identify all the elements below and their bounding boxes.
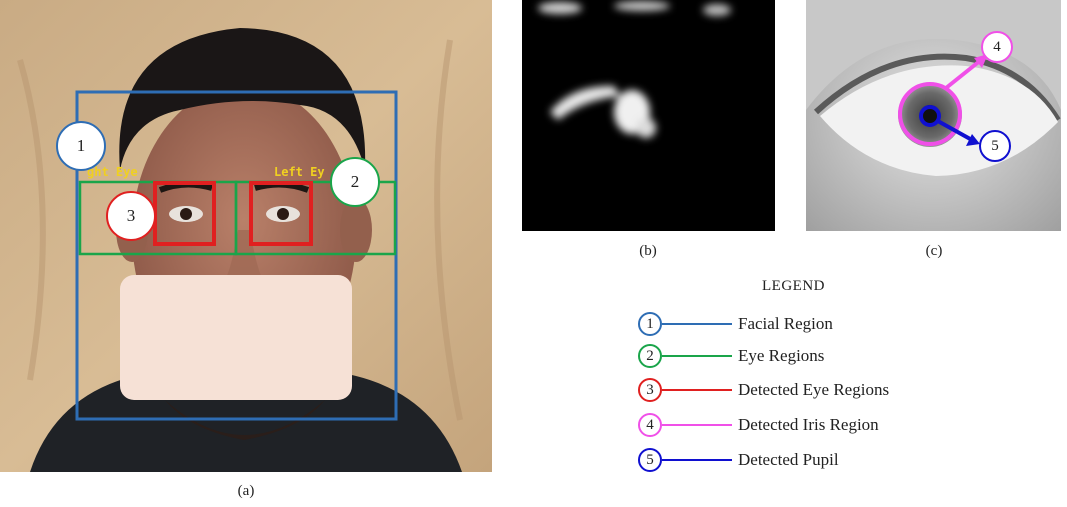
face-photo-panel: ght Eye Left Ey 1 2 3 (0, 0, 492, 472)
legend-label: Eye Regions (738, 346, 825, 365)
legend-label: Facial Region (738, 314, 833, 333)
legend-line (662, 355, 732, 357)
legend-label: Detected Pupil (738, 450, 839, 469)
caption-c: (c) (925, 243, 943, 259)
left-eye-label: Left Ey (274, 165, 325, 179)
legend-line (662, 459, 732, 461)
iris-panel: 4 5 (806, 0, 1061, 231)
callout-4: 4 (981, 31, 1013, 63)
callout-3: 3 (106, 191, 156, 241)
legend-item-detected-eye-regions: 3 Detected Eye Regions (638, 378, 968, 404)
legend-item-detected-iris-region: 4 Detected Iris Region (638, 413, 968, 439)
callout-5: 5 (979, 130, 1011, 162)
callout-2: 2 (330, 157, 380, 207)
iris-image (806, 0, 1061, 231)
callout-1: 1 (56, 121, 106, 171)
binary-map-panel (522, 0, 775, 231)
legend-title: LEGEND (762, 278, 825, 294)
legend-item-eye-regions: 2 Eye Regions (638, 344, 968, 370)
legend-line (662, 389, 732, 391)
legend-item-detected-pupil: 5 Detected Pupil (638, 448, 968, 474)
legend-number: 1 (638, 312, 662, 336)
face-photo (0, 0, 492, 472)
legend-number: 5 (638, 448, 662, 472)
caption-b: (b) (639, 243, 657, 259)
legend-line (662, 323, 732, 325)
legend-number: 3 (638, 378, 662, 402)
legend-number: 2 (638, 344, 662, 368)
legend-line (662, 424, 732, 426)
binary-map (522, 0, 775, 231)
right-eye-label: ght Eye (87, 165, 138, 179)
legend-number: 4 (638, 413, 662, 437)
legend-label: Detected Iris Region (738, 415, 879, 434)
legend-item-facial-region: 1 Facial Region (638, 312, 968, 338)
caption-a: (a) (237, 483, 255, 499)
legend-label: Detected Eye Regions (738, 380, 890, 399)
